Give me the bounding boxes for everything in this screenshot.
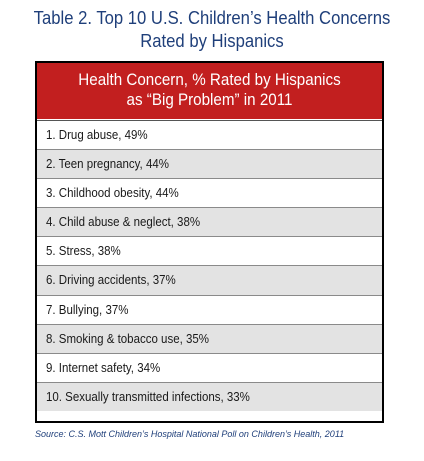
table-row: 3. Childhood obesity, 44% xyxy=(37,178,382,208)
table-row-text: 8. Smoking & tobacco use, 35% xyxy=(46,331,210,346)
table-row: 5. Stress, 38% xyxy=(37,236,382,266)
table-title: Table 2. Top 10 U.S. Children’s Health C… xyxy=(21,6,403,52)
table-row-text: 4. Child abuse & neglect, 38% xyxy=(46,215,201,230)
table-title-line-2: Rated by Hispanics xyxy=(140,30,284,51)
table-row: 10. Sexually transmitted infections, 33% xyxy=(37,381,382,411)
health-concerns-table: Health Concern, % Rated by Hispanics as … xyxy=(35,61,384,423)
table-body: 1. Drug abuse, 49% 2. Teen pregnancy, 44%… xyxy=(37,120,382,411)
table-title-line-1: Table 2. Top 10 U.S. Children’s Health C… xyxy=(33,7,391,28)
table-row: 2. Teen pregnancy, 44% xyxy=(37,149,382,179)
table-row-text: 5. Stress, 38% xyxy=(46,244,121,259)
table-row-text: 10. Sexually transmitted infections, 33% xyxy=(46,389,250,404)
table-row: 4. Child abuse & neglect, 38% xyxy=(37,207,382,237)
table-row: 1. Drug abuse, 49% xyxy=(37,120,382,150)
table-header: Health Concern, % Rated by Hispanics as … xyxy=(37,63,382,119)
table-row-text: 7. Bullying, 37% xyxy=(46,302,129,317)
table-row-text: 1. Drug abuse, 49% xyxy=(46,128,148,142)
table-header-line-1: Health Concern, % Rated by Hispanics xyxy=(78,71,341,89)
table-row: 6. Driving accidents, 37% xyxy=(37,265,382,295)
table-row-text: 9. Internet safety, 34% xyxy=(46,360,161,375)
table-row: 9. Internet safety, 34% xyxy=(37,352,382,382)
table-row-text: 3. Childhood obesity, 44% xyxy=(46,186,179,201)
table-row-text: 2. Teen pregnancy, 44% xyxy=(46,157,169,172)
table-row-text: 6. Driving accidents, 37% xyxy=(46,273,176,288)
table-row: 7. Bullying, 37% xyxy=(37,294,382,324)
source-note: Source: C.S. Mott Children’s Hospital Na… xyxy=(35,429,345,439)
table-header-line-2: as “Big Problem” in 2011 xyxy=(126,91,293,109)
table-row: 8. Smoking & tobacco use, 35% xyxy=(37,323,382,353)
